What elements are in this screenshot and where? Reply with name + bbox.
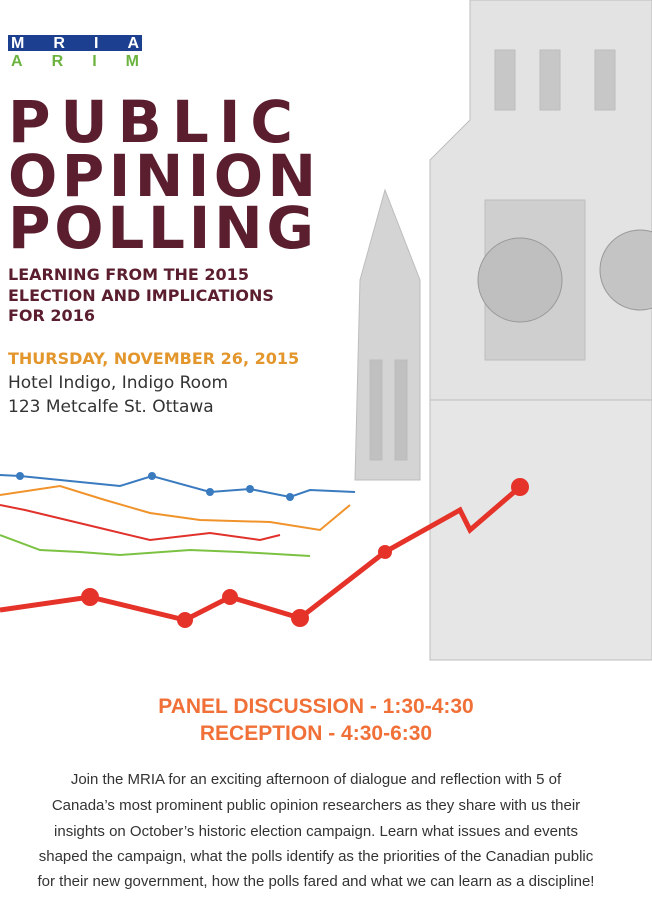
venue-line: 123 Metcalfe St. Ottawa [8,397,214,417]
title-line: POLLING [8,194,314,262]
description-line: Join the MRIA for an exciting afternoon … [71,771,562,788]
subtitle-line: ELECTION AND IMPLICATIONS [8,286,274,305]
schedule-line: RECEPTION - 4:30-6:30 [200,722,432,745]
event-date: THURSDAY, NOVEMBER 26, 2015 [8,349,299,368]
logo-band-top [8,35,142,51]
subtitle-line: LEARNING FROM THE 2015 [8,265,249,284]
description-line: insights on October’s historic election … [54,823,578,840]
description-line: Canada’s most prominent public opinion r… [52,797,580,814]
poll-lines [0,472,529,628]
subtitle-line: FOR 2016 [8,306,95,325]
building-illustration [354,0,652,661]
venue-line: Hotel Indigo, Indigo Room [8,373,228,393]
description-line: for their new government, how the polls … [38,873,595,890]
description-line: shaped the campaign, what the polls iden… [39,848,594,865]
schedule-line: PANEL DISCUSSION - 1:30-4:30 [158,695,473,718]
logo-bottom: ARIM [11,53,139,70]
